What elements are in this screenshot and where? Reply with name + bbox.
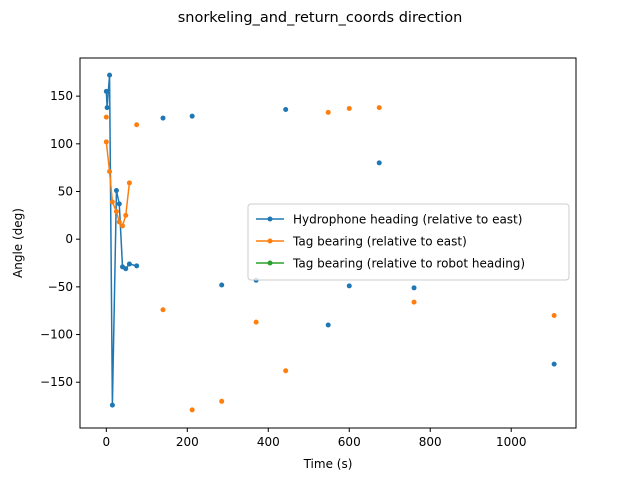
data-point-tag-bearing-relative-to-east-6 — [123, 212, 129, 218]
data-point-hydrophone-heading-relative-to-east-isolated-5 — [325, 322, 331, 328]
data-point-hydrophone-heading-relative-to-east-2 — [107, 72, 113, 78]
data-point-tag-bearing-relative-to-east-1 — [107, 168, 113, 174]
y-tick-label: 150 — [50, 89, 73, 103]
legend-item-tag-bearing-relative-to-east: Tag bearing (relative to east) — [256, 235, 467, 249]
data-point-hydrophone-heading-relative-to-east-5 — [116, 201, 122, 207]
data-point-tag-bearing-relative-to-east-isolated-10 — [411, 299, 417, 305]
data-point-tag-bearing-relative-to-east-7 — [126, 180, 132, 186]
data-point-tag-bearing-relative-to-east-2 — [109, 199, 115, 205]
data-point-tag-bearing-relative-to-east-isolated-6 — [283, 368, 289, 374]
data-point-hydrophone-heading-relative-to-east-isolated-6 — [346, 283, 352, 289]
data-point-hydrophone-heading-relative-to-east-isolated-4 — [283, 106, 289, 112]
data-point-hydrophone-heading-relative-to-east-isolated-8 — [411, 285, 417, 291]
legend-label: Hydrophone heading (relative to east) — [293, 213, 522, 227]
y-tick-label: −100 — [40, 328, 73, 342]
data-point-tag-bearing-relative-to-east-isolated-2 — [160, 307, 166, 313]
data-point-tag-bearing-relative-to-east-isolated-9 — [376, 105, 382, 111]
data-point-tag-bearing-relative-to-east-isolated-7 — [325, 109, 331, 115]
y-tick-label: 100 — [50, 137, 73, 151]
x-axis-ticks: 0 200 400 600 800 1000 — [102, 428, 526, 449]
data-point-tag-bearing-relative-to-east-3 — [113, 209, 119, 215]
data-point-tag-bearing-relative-to-east-isolated-3 — [189, 407, 195, 413]
y-tick-label: −150 — [40, 375, 73, 389]
data-point-tag-bearing-relative-to-east-isolated-1 — [134, 122, 140, 128]
legend-swatch-marker — [267, 260, 273, 266]
y-axis-title: Angle (deg) — [11, 208, 25, 278]
data-point-hydrophone-heading-relative-to-east-8 — [126, 261, 132, 267]
x-tick-label: 0 — [102, 435, 110, 449]
legend-label: Tag bearing (relative to robot heading) — [292, 257, 525, 271]
legend-item-hydrophone-heading-relative-to-east: Hydrophone heading (relative to east) — [256, 213, 522, 227]
series-line-hydrophone-heading-relative-to-east — [105, 74, 137, 406]
data-point-tag-bearing-relative-to-east-isolated-5 — [253, 319, 259, 325]
data-point-tag-bearing-relative-to-east-0 — [103, 139, 109, 145]
data-point-tag-bearing-relative-to-east-isolated-0 — [103, 114, 109, 120]
data-point-hydrophone-heading-relative-to-east-isolated-2 — [219, 282, 225, 288]
x-tick-label: 600 — [338, 435, 361, 449]
data-point-hydrophone-heading-relative-to-east-1 — [104, 105, 110, 111]
data-point-tag-bearing-relative-to-east-isolated-8 — [346, 106, 352, 112]
x-tick-label: 800 — [419, 435, 442, 449]
legend-swatch-marker — [267, 238, 273, 244]
data-point-hydrophone-heading-relative-to-east-9 — [134, 263, 140, 269]
y-tick-label: −50 — [48, 280, 73, 294]
series-tag-bearing-relative-to-east — [103, 105, 557, 413]
legend-swatch-marker — [267, 216, 273, 222]
y-tick-label: 0 — [65, 232, 73, 246]
legend: Hydrophone heading (relative to east) Tag… — [247, 203, 570, 281]
y-axis-ticks: −150 −100 −50 0 50 100 150 — [40, 89, 80, 389]
data-point-tag-bearing-relative-to-east-isolated-4 — [219, 398, 225, 404]
legend-item-tag-bearing-relative-to-robot-heading: Tag bearing (relative to robot heading) — [256, 257, 525, 271]
x-axis-title: Time (s) — [303, 457, 353, 471]
x-tick-label: 200 — [176, 435, 199, 449]
x-tick-label: 1000 — [496, 435, 527, 449]
data-point-hydrophone-heading-relative-to-east-7 — [123, 266, 129, 272]
x-tick-label: 400 — [257, 435, 280, 449]
chart-title: snorkeling_and_return_coords direction — [178, 10, 463, 26]
data-point-tag-bearing-relative-to-east-4 — [116, 219, 122, 225]
data-point-hydrophone-heading-relative-to-east-isolated-1 — [189, 113, 195, 119]
data-point-tag-bearing-relative-to-east-5 — [120, 223, 126, 229]
legend-label: Tag bearing (relative to east) — [292, 235, 467, 249]
data-point-hydrophone-heading-relative-to-east-isolated-0 — [160, 115, 166, 121]
data-point-hydrophone-heading-relative-to-east-3 — [109, 402, 115, 408]
y-tick-label: 50 — [58, 185, 73, 199]
data-point-tag-bearing-relative-to-east-isolated-11 — [551, 312, 557, 318]
legend-box — [247, 203, 570, 281]
data-point-hydrophone-heading-relative-to-east-isolated-9 — [551, 361, 557, 367]
data-point-hydrophone-heading-relative-to-east-4 — [113, 188, 119, 194]
data-point-hydrophone-heading-relative-to-east-isolated-7 — [376, 160, 382, 166]
plot-area-frame — [79, 57, 577, 429]
data-point-hydrophone-heading-relative-to-east-0 — [103, 88, 109, 94]
